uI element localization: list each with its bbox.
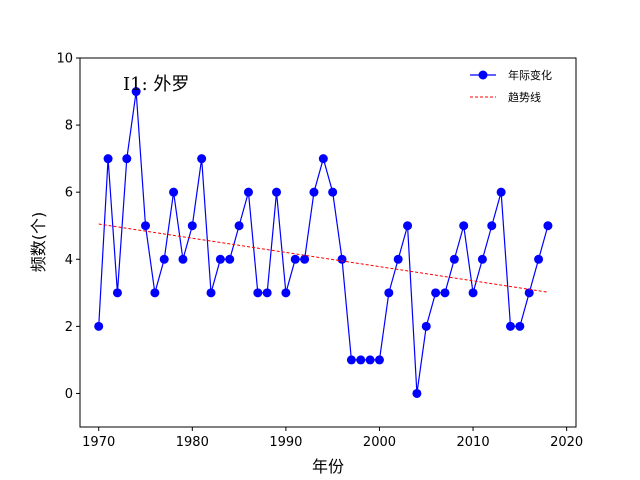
data-point [459, 221, 469, 231]
y-axis-label: 频数(个) [29, 212, 48, 273]
data-point [374, 355, 384, 365]
data-point [468, 288, 478, 298]
data-point [337, 254, 347, 264]
data-point [356, 355, 366, 365]
data-point [300, 254, 310, 264]
data-point [524, 288, 534, 298]
data-point [281, 288, 291, 298]
data-point [393, 254, 403, 264]
x-axis-label: 年份 [312, 457, 344, 476]
data-point [487, 221, 497, 231]
data-point [272, 187, 282, 197]
legend-label-trend: 趋势线 [508, 90, 541, 104]
data-point [365, 355, 375, 365]
data-point [505, 321, 515, 331]
data-point [131, 87, 141, 97]
data-point [515, 321, 525, 331]
data-point [150, 288, 160, 298]
data-point [253, 288, 263, 298]
data-point [496, 187, 506, 197]
data-point [103, 154, 113, 164]
x-axis-ticks: 1970 1980 1990 2000 2010 2020 [82, 427, 583, 450]
data-point [534, 254, 544, 264]
legend: 年际变化 趋势线 [470, 68, 552, 104]
data-point [243, 187, 253, 197]
data-point [477, 254, 487, 264]
y-axis-ticks: 0 2 4 6 8 10 [56, 52, 80, 402]
data-point [169, 187, 179, 197]
y-tick-label: 4 [65, 253, 73, 268]
data-point [159, 254, 169, 264]
data-point [262, 288, 272, 298]
y-tick-label: 8 [65, 119, 73, 134]
x-tick-label: 1990 [269, 435, 302, 450]
data-point [431, 288, 441, 298]
data-point [309, 187, 319, 197]
plot-area [79, 57, 577, 428]
data-point [328, 187, 338, 197]
y-tick-label: 6 [65, 186, 73, 201]
y-tick-label: 0 [65, 387, 73, 402]
chart-annotation: I1: 外罗 [123, 74, 189, 95]
legend-label-yearly: 年际变化 [508, 68, 552, 82]
y-tick-label: 2 [65, 320, 73, 335]
y-tick-label: 10 [56, 52, 73, 67]
data-point [346, 355, 356, 365]
data-point [178, 254, 188, 264]
data-point [206, 288, 216, 298]
x-tick-label: 2010 [457, 435, 490, 450]
x-tick-label: 1970 [82, 435, 115, 450]
x-tick-label: 2000 [363, 435, 396, 450]
legend-marker-yearly [478, 70, 488, 80]
data-point [318, 154, 328, 164]
data-point [122, 154, 132, 164]
data-point [215, 254, 225, 264]
trend-line [98, 223, 548, 293]
data-point [421, 321, 431, 331]
series-layer [94, 87, 553, 398]
data-point [141, 221, 151, 231]
data-point [440, 288, 450, 298]
data-point [543, 221, 553, 231]
data-point [290, 254, 300, 264]
x-tick-label: 1980 [176, 435, 209, 450]
data-point [187, 221, 197, 231]
data-point [384, 288, 394, 298]
data-point [234, 221, 244, 231]
data-point [112, 288, 122, 298]
data-point [94, 321, 104, 331]
data-point [225, 254, 235, 264]
data-point [197, 154, 207, 164]
x-tick-label: 2020 [550, 435, 583, 450]
data-point [412, 388, 422, 398]
data-point [403, 221, 413, 231]
data-point [449, 254, 459, 264]
